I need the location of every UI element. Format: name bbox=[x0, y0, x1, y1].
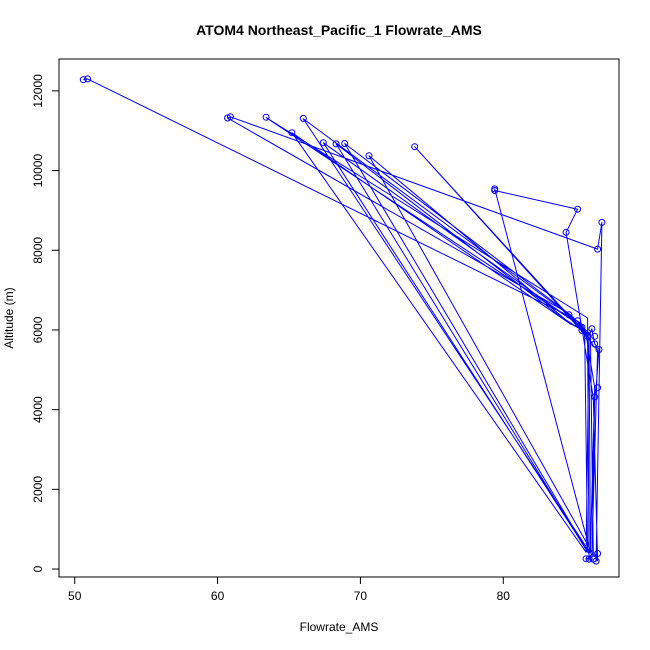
x-axis: 50 60 70 80 bbox=[68, 576, 511, 603]
data-point bbox=[262, 113, 270, 121]
series-layer bbox=[83, 78, 603, 562]
x-tick-label: 60 bbox=[211, 589, 225, 603]
data-point bbox=[491, 187, 499, 194]
data-point bbox=[578, 326, 586, 334]
plot-border bbox=[58, 58, 620, 578]
data-point bbox=[319, 139, 327, 147]
data-point bbox=[332, 140, 340, 148]
data-point bbox=[591, 393, 599, 401]
data-point bbox=[598, 218, 606, 226]
x-tick-label: 80 bbox=[497, 589, 511, 603]
data-point bbox=[565, 311, 573, 319]
data-point bbox=[341, 140, 349, 147]
y-axis-title: Altitude (m) bbox=[2, 287, 16, 348]
y-tick-label: 8000 bbox=[31, 237, 45, 264]
y-tick-label: 12000 bbox=[31, 74, 45, 108]
x-axis-title: Flowrate_AMS bbox=[300, 620, 379, 634]
y-tick-label: 10000 bbox=[31, 154, 45, 188]
data-point bbox=[582, 555, 590, 563]
data-point bbox=[595, 346, 603, 353]
y-axis: 0 2000 4000 6000 8000 10000 12000 bbox=[31, 74, 60, 572]
y-tick-label: 0 bbox=[31, 565, 45, 572]
x-tick-label: 70 bbox=[354, 589, 368, 603]
chart-title: ATOM4 Northeast_Pacific_1 Flowrate_AMS bbox=[196, 22, 482, 38]
data-point bbox=[365, 152, 373, 160]
data-point bbox=[594, 245, 602, 253]
marker-layer bbox=[79, 75, 606, 565]
data-point bbox=[591, 332, 599, 340]
series-line bbox=[83, 78, 603, 562]
x-tick-label: 50 bbox=[68, 589, 82, 603]
data-point bbox=[562, 228, 570, 236]
data-point bbox=[594, 384, 602, 392]
data-point bbox=[592, 557, 600, 565]
data-point bbox=[411, 143, 419, 151]
data-point bbox=[574, 205, 582, 213]
data-point bbox=[585, 555, 593, 563]
data-point bbox=[584, 332, 592, 340]
data-point bbox=[79, 76, 87, 84]
y-tick-label: 2000 bbox=[31, 476, 45, 503]
y-tick-label: 4000 bbox=[31, 396, 45, 423]
data-point bbox=[578, 323, 586, 331]
data-point bbox=[574, 317, 582, 325]
data-point bbox=[594, 550, 602, 557]
data-point bbox=[288, 129, 296, 137]
y-tick-label: 6000 bbox=[31, 316, 45, 343]
data-point bbox=[84, 75, 92, 83]
data-point bbox=[591, 340, 599, 348]
data-point bbox=[226, 113, 234, 121]
data-point bbox=[588, 325, 596, 333]
data-point bbox=[299, 114, 307, 122]
